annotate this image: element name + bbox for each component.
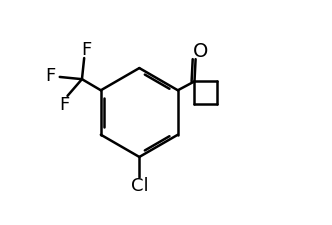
Text: F: F xyxy=(59,96,69,114)
Text: Cl: Cl xyxy=(130,177,148,195)
Text: F: F xyxy=(45,67,55,85)
Text: F: F xyxy=(81,40,92,58)
Text: O: O xyxy=(193,42,208,61)
